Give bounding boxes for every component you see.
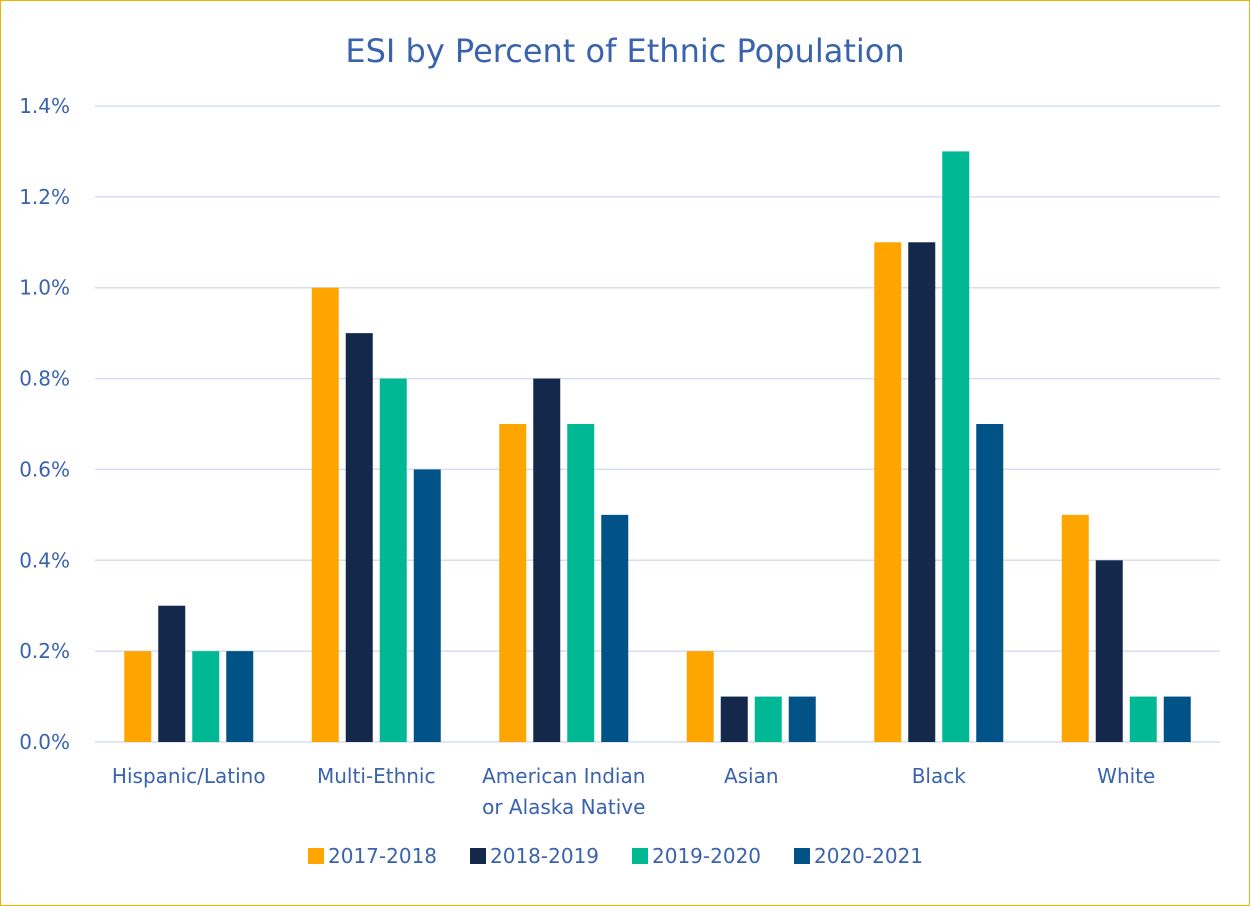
legend-swatch	[794, 848, 810, 864]
legend-swatch	[470, 848, 486, 864]
bar	[413, 469, 441, 742]
bar	[788, 696, 816, 742]
bar	[720, 696, 748, 742]
bar	[379, 378, 407, 742]
bar	[1129, 696, 1157, 742]
x-category-label: Hispanic/Latino	[112, 764, 266, 788]
x-category-label: Multi-Ethnic	[317, 764, 436, 788]
bar	[499, 424, 527, 742]
x-category-label: White	[1097, 764, 1155, 788]
y-tick-label: 0.4%	[19, 548, 70, 572]
x-category-line: or Alaska Native	[482, 795, 645, 819]
bar	[754, 696, 782, 742]
bar	[345, 333, 373, 742]
legend-label: 2017-2018	[328, 844, 437, 868]
y-tick-label: 0.8%	[19, 367, 70, 391]
bar	[226, 651, 254, 742]
legend-swatch	[632, 848, 648, 864]
bar	[567, 424, 595, 742]
y-tick-label: 0.0%	[19, 730, 70, 754]
bar	[158, 605, 186, 742]
bar	[601, 514, 629, 742]
x-category-line: White	[1097, 764, 1155, 788]
y-tick-label: 1.2%	[19, 185, 70, 209]
bar	[1061, 514, 1089, 742]
x-category-line: Hispanic/Latino	[112, 764, 266, 788]
bar	[192, 651, 220, 742]
legend-label: 2020-2021	[814, 844, 923, 868]
bar	[1095, 560, 1123, 742]
y-axis-ticks: 0.0% 0.2% 0.4% 0.6% 0.8% 1.0% 1.2% 1.4%	[19, 94, 70, 754]
x-category-line: Multi-Ethnic	[317, 764, 436, 788]
legend-item: 2019-2020	[632, 844, 761, 868]
x-category-label: American Indian or Alaska Native	[482, 764, 645, 819]
x-axis-categories: Hispanic/Latino Multi-Ethnic American Indi…	[112, 764, 1155, 819]
legend-label: 2019-2020	[652, 844, 761, 868]
legend-label: 2018-2019	[490, 844, 599, 868]
x-category-line: Asian	[724, 764, 779, 788]
legend-swatch	[308, 848, 324, 864]
bar	[124, 651, 152, 742]
bars	[124, 151, 1191, 743]
legend-item: 2017-2018	[308, 844, 437, 868]
bar	[311, 287, 339, 742]
y-tick-label: 1.0%	[19, 276, 70, 300]
y-tick-label: 0.6%	[19, 457, 70, 481]
bar	[686, 651, 714, 742]
y-tick-label: 1.4%	[19, 94, 70, 118]
bar	[533, 378, 561, 742]
chart-title: ESI by Percent of Ethnic Population	[345, 32, 904, 70]
x-category-line: Black	[912, 764, 967, 788]
legend-item: 2018-2019	[470, 844, 599, 868]
bar	[1163, 696, 1191, 742]
bar	[908, 242, 936, 743]
bar	[874, 242, 902, 743]
x-category-label: Black	[912, 764, 967, 788]
y-tick-label: 0.2%	[19, 639, 70, 663]
legend-item: 2020-2021	[794, 844, 923, 868]
gridlines	[95, 105, 1220, 743]
x-category-label: Asian	[724, 764, 779, 788]
x-category-line: American Indian	[482, 764, 645, 788]
bar	[976, 424, 1004, 742]
legend: 2017-2018 2018-2019 2019-2020 2020-2021	[308, 844, 923, 868]
bar	[942, 151, 970, 742]
